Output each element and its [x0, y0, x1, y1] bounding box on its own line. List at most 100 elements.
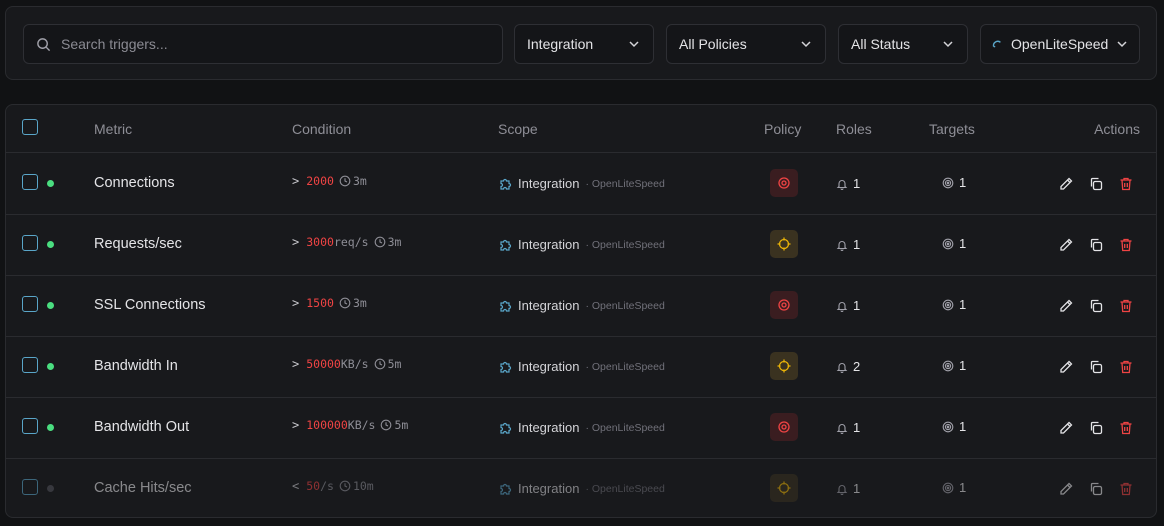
policy-badge[interactable] [770, 413, 798, 441]
roles-count: 1 [853, 176, 861, 191]
edit-icon[interactable] [1058, 420, 1074, 436]
row-checkbox[interactable] [22, 418, 38, 434]
trash-icon[interactable] [1118, 176, 1134, 192]
targets-cell: 1 [942, 419, 966, 434]
targets-cell: 1 [942, 175, 966, 190]
scope-cell: Integration · OpenLiteSpeed [498, 237, 665, 252]
table-row[interactable]: Requests/sec >3000 req/s 3m Integration · Ope… [6, 215, 1156, 276]
header-policy: Policy [764, 121, 802, 137]
condition-window: 10m [352, 479, 374, 493]
targets-count: 1 [959, 358, 967, 373]
condition-operator: > [292, 235, 300, 249]
copy-icon[interactable] [1088, 237, 1104, 253]
table-row[interactable]: Bandwidth In >50000 KB/s 5m Integration · Ope… [6, 337, 1156, 398]
roles-count: 1 [853, 420, 861, 435]
roles-cell: 1 [836, 298, 860, 313]
row-checkbox[interactable] [22, 174, 38, 190]
scope-integration: · OpenLiteSpeed [585, 238, 665, 251]
targets-cell: 1 [942, 297, 966, 312]
metric-name: Cache Hits/sec [94, 480, 192, 496]
scope-name: Integration [518, 359, 580, 374]
row-checkbox[interactable] [22, 296, 38, 312]
condition-operator: > [292, 174, 300, 188]
metric-name: Requests/sec [94, 236, 182, 252]
scope-filter-select[interactable]: Integration [514, 24, 654, 64]
scope-name: Integration [518, 481, 580, 496]
targets-count: 1 [959, 297, 967, 312]
copy-icon[interactable] [1088, 359, 1104, 375]
scope-cell: Integration · OpenLiteSpeed [498, 298, 665, 313]
trash-icon[interactable] [1118, 359, 1134, 375]
status-filter-select[interactable]: All Status [838, 24, 968, 64]
metric-name: Bandwidth Out [94, 419, 190, 435]
target-icon [942, 238, 954, 249]
chevron-down-icon [1117, 41, 1127, 48]
targets-count: 1 [959, 175, 967, 190]
row-checkbox[interactable] [22, 235, 38, 251]
chevron-down-icon [801, 41, 811, 48]
copy-icon[interactable] [1088, 420, 1104, 436]
roles-count: 1 [853, 481, 861, 496]
filter-bar: Integration All Policies All Status Open… [5, 6, 1157, 80]
policy-badge[interactable] [770, 352, 798, 380]
puzzle-icon [500, 300, 512, 312]
row-actions [1058, 298, 1148, 314]
select-all-checkbox[interactable] [22, 119, 38, 135]
targets-count: 1 [959, 480, 967, 495]
policy-badge[interactable] [770, 291, 798, 319]
row-checkbox[interactable] [22, 479, 38, 495]
targets-count: 1 [959, 236, 967, 251]
header-scope: Scope [498, 121, 538, 137]
scope-name: Integration [518, 420, 580, 435]
row-actions [1058, 420, 1148, 436]
status-dot [47, 302, 54, 309]
row-checkbox[interactable] [22, 357, 38, 373]
search-box[interactable] [23, 24, 503, 64]
bell-icon [836, 423, 848, 434]
edit-icon[interactable] [1058, 298, 1074, 314]
policy-badge[interactable] [770, 230, 798, 258]
edit-icon[interactable] [1058, 176, 1074, 192]
edit-icon[interactable] [1058, 481, 1074, 497]
chevron-down-icon [943, 41, 953, 48]
scope-integration: · OpenLiteSpeed [585, 360, 665, 373]
condition-cell: <50/s 10m [292, 479, 374, 493]
bell-icon [836, 362, 848, 373]
condition-operator: > [292, 296, 300, 310]
chevron-down-icon [629, 41, 639, 48]
copy-icon[interactable] [1088, 298, 1104, 314]
critical-policy-icon [778, 299, 790, 311]
bell-icon [836, 484, 848, 495]
metric-name: SSL Connections [94, 297, 206, 313]
condition-window: 3m [387, 235, 402, 249]
trash-icon[interactable] [1118, 420, 1134, 436]
condition-unit: req/s [333, 235, 369, 249]
table-header: Metric Condition Scope Policy Roles Targ… [6, 105, 1156, 153]
trash-icon[interactable] [1118, 298, 1134, 314]
search-input[interactable] [61, 36, 481, 52]
bell-icon [836, 240, 848, 251]
warning-policy-icon [777, 481, 791, 495]
table-row[interactable]: Connections >2000 3m Integration · OpenLiteS… [6, 154, 1156, 215]
targets-count: 1 [959, 419, 967, 434]
policy-badge[interactable] [770, 474, 798, 502]
policy-badge[interactable] [770, 169, 798, 197]
table-row[interactable]: Cache Hits/sec <50/s 10m Integration · OpenL… [6, 459, 1156, 517]
trash-icon[interactable] [1118, 237, 1134, 253]
edit-icon[interactable] [1058, 359, 1074, 375]
roles-count: 1 [853, 237, 861, 252]
roles-count: 1 [853, 298, 861, 313]
policy-filter-select[interactable]: All Policies [666, 24, 826, 64]
edit-icon[interactable] [1058, 237, 1074, 253]
condition-cell: >3000 req/s 3m [292, 235, 401, 249]
roles-count: 2 [853, 359, 861, 374]
bell-icon [836, 301, 848, 312]
trash-icon[interactable] [1118, 481, 1134, 497]
clock-icon [374, 358, 385, 370]
copy-icon[interactable] [1088, 176, 1104, 192]
copy-icon[interactable] [1088, 481, 1104, 497]
integration-filter-select[interactable]: OpenLiteSpeed [980, 24, 1140, 64]
table-row[interactable]: SSL Connections >1500 3m Integration · OpenL… [6, 276, 1156, 337]
table-row[interactable]: Bandwidth Out >100000 KB/s 5m Integration · O… [6, 398, 1156, 459]
status-dot [47, 180, 54, 187]
